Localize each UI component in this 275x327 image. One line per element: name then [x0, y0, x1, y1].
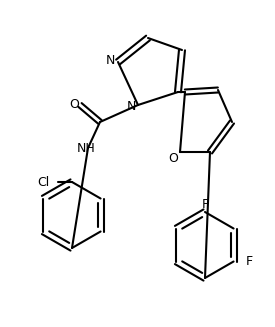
Text: F: F: [201, 198, 208, 211]
Text: N: N: [105, 54, 115, 66]
Text: N: N: [126, 100, 136, 113]
Text: O: O: [69, 98, 79, 112]
Text: O: O: [168, 151, 178, 164]
Text: NH: NH: [77, 142, 95, 154]
Text: Cl: Cl: [38, 176, 50, 188]
Text: F: F: [246, 255, 253, 268]
